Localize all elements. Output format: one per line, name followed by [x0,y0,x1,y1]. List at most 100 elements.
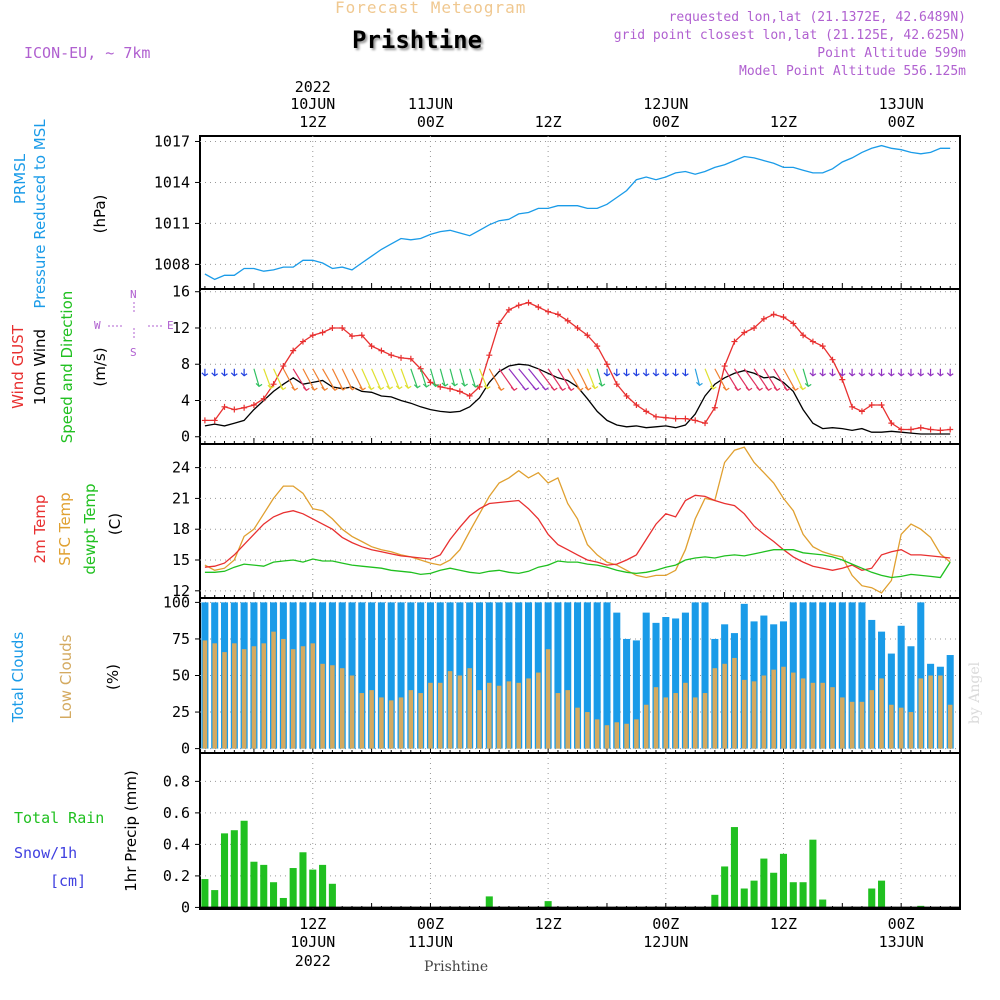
gust-marker [299,338,306,345]
wind-arrow-head [598,382,606,387]
gust-marker [672,415,679,422]
total-cloud-bar [368,602,376,749]
wind-arrow-head [878,372,885,377]
wind-arrow-head [917,372,925,377]
total-cloud-bar [505,602,513,749]
low-cloud-bar [908,712,914,749]
gust-marker [623,392,630,399]
total-cloud-bar [407,602,415,749]
top-hour-label: 12Z [535,113,562,131]
wind-arrow-head [809,372,817,377]
gust-marker [505,306,512,313]
gust-marker [702,420,709,427]
low-cloud-bar [457,675,463,749]
low-cloud-bar [800,678,806,749]
low-cloud-bar [496,685,502,749]
total-cloud-bar [436,602,444,749]
wind-arrow-head [632,372,640,377]
gust-marker [692,417,699,424]
low-cloud-bar [388,700,394,749]
gust-marker [241,404,248,411]
wind-arrow-head [591,385,599,390]
total-cloud-bar [809,602,817,749]
wind-arrow-head [858,372,866,377]
gust-marker [937,427,944,434]
low-cloud-bar [928,675,933,749]
compass-n-top: N [130,288,137,301]
total-cloud-bar [485,602,493,749]
gust-marker [770,311,777,318]
gust-marker [250,402,257,409]
total-cloud-bar [495,602,503,749]
wind-arrow-head [310,386,318,391]
gust-marker [368,343,375,350]
wind-arrow-head [946,372,954,377]
gust-marker [858,408,865,415]
low-cloud-bar [938,675,943,749]
gust-marker [947,426,954,433]
low-cloud-bar [702,693,708,749]
low-cloud-bar [781,666,786,749]
wind-arrow-head [291,386,299,391]
low-cloud-bar [369,690,374,749]
total-cloud-bar [858,602,866,749]
total-cloud-bar [426,602,434,749]
low-cloud-bar [849,701,855,749]
gust-marker [358,332,365,339]
low-cloud-bar [830,687,835,749]
wind-arrow-head [522,386,529,391]
wind-arrow-head [829,372,836,377]
gust-marker [437,383,444,390]
low-cloud-bar [467,668,472,749]
gust-marker [201,417,208,424]
bottom-hour-label: 12Z [535,915,562,933]
total-cloud-bar [583,602,591,749]
wind-arrow-head [413,384,421,389]
wind-arrow-head [567,386,575,392]
gust-marker [878,402,885,409]
low-cloud-bar [222,652,227,749]
y-tick-label: 1011 [154,214,190,232]
requested-coords: requested lon,lat (21.1372E, 42.6489N) [668,10,966,25]
wind-arrow-head [483,385,491,390]
top-hour-label: 00Z [888,113,915,131]
low-cloud-bar [202,640,208,749]
low-cloud-bar [487,682,492,749]
total-cloud-bar [799,602,807,749]
low-cloud-bar [722,663,727,749]
total-cloud-bar [946,655,954,749]
rain-bar [211,890,219,908]
wind-arrow [331,368,344,391]
total-cloud-bar [897,625,905,749]
bottom-hour-label: 00Z [417,915,444,933]
total-cloud-bar [887,653,895,749]
wind-arrow-head [230,372,238,377]
total-cloud-bar [387,602,395,749]
point-altitude: Point Altitude 599m [817,46,966,61]
rain-bar [740,888,748,908]
low-cloud-bar [898,707,904,749]
y-tick-label: 21 [172,489,190,507]
wind-arrow-head [734,386,742,392]
gust-marker [731,338,738,345]
gust-marker [927,426,934,433]
gust-marker [231,406,238,413]
rain-bar [799,882,807,908]
low-cloud-bar [879,678,884,749]
low-cloud-bar [428,682,433,749]
wind-arrow [518,368,537,391]
gust-marker [349,333,355,340]
y-tick-label: 0.2 [163,867,190,885]
y-tick-label: 0.4 [163,835,190,853]
total-cloud-bar [358,602,366,749]
rain-legend: Total Rain [14,809,105,827]
wind-arrow [704,368,714,390]
wind-arrow [753,368,770,391]
gust-marker [839,376,846,383]
low-cloud-bar [624,723,629,749]
wind-arrow-head [240,372,248,377]
low-cloud-bar [437,682,443,749]
gust-marker [868,402,875,409]
gust-marker [662,414,669,421]
low-cloud-bar [614,722,620,749]
